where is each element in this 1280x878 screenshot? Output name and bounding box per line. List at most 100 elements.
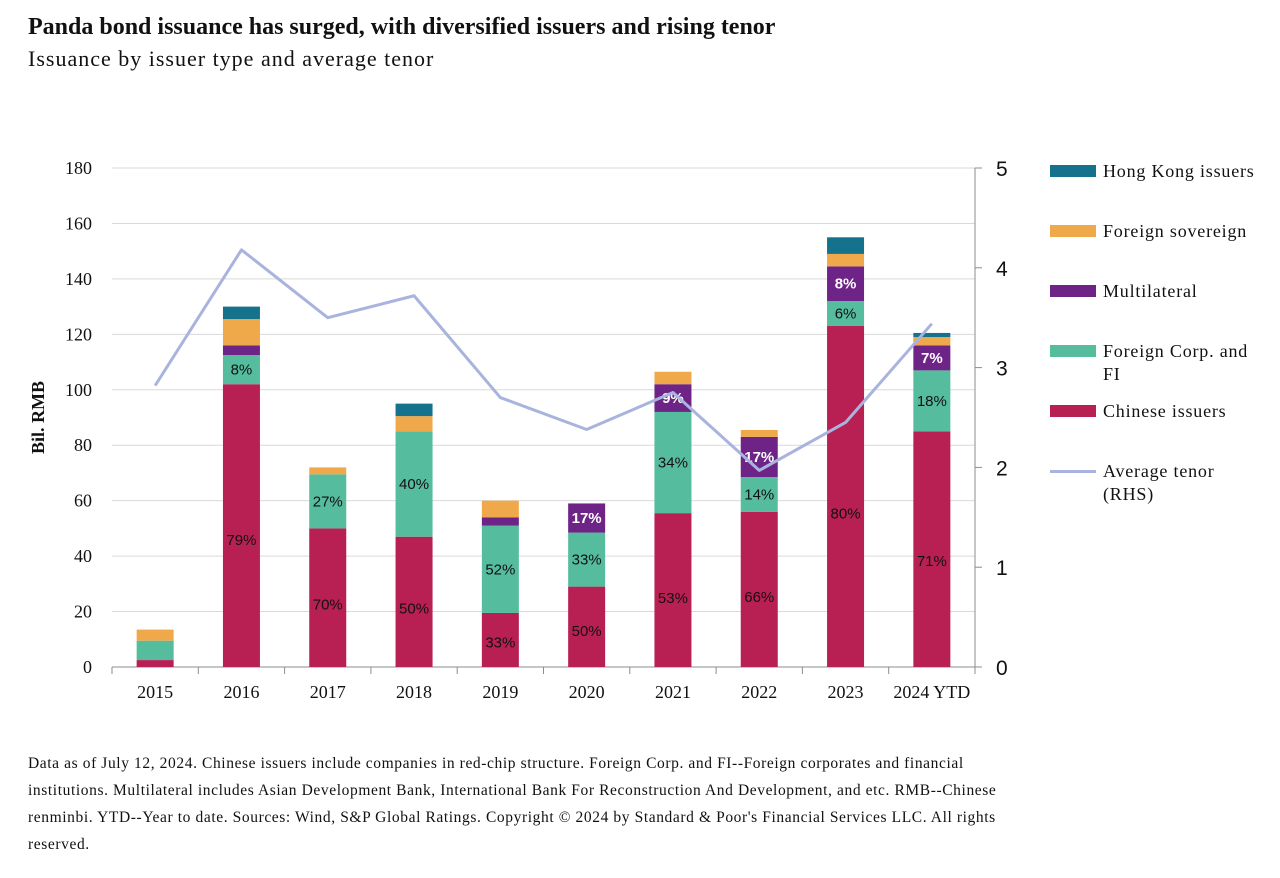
bar-segment xyxy=(913,332,951,338)
legend-item-multilateral: Multilateral xyxy=(1050,280,1263,303)
chart-subtitle: Issuance by issuer type and average teno… xyxy=(28,46,435,71)
bar-segment xyxy=(395,403,433,417)
bar-segment xyxy=(395,431,433,537)
legend-item-foreign-sovereign: Foreign sovereign xyxy=(1050,220,1263,243)
y2-tick-label: 0 xyxy=(996,657,1008,680)
bar-segment xyxy=(654,411,692,514)
legend-item-hong-kong: Hong Kong issuers xyxy=(1050,160,1263,183)
bar-data-label: 14% xyxy=(744,486,774,503)
bar-data-label: 8% xyxy=(231,362,253,379)
bar-segment xyxy=(481,517,519,526)
bar-segment xyxy=(395,416,433,432)
bar-data-label: 52% xyxy=(485,561,515,578)
bar-segment xyxy=(568,532,606,587)
bar-data-label: 17% xyxy=(572,510,602,527)
bar-segment xyxy=(740,477,778,512)
bar-data-label: 53% xyxy=(658,590,688,607)
bar-segment xyxy=(654,371,692,385)
legend-line-average-tenor xyxy=(1050,470,1096,473)
chart-title: Panda bond issuance has surged, with div… xyxy=(28,14,776,40)
x-tick-label: 2021 xyxy=(655,682,691,702)
bar-segment xyxy=(222,355,260,385)
legend-label-foreign-corp: Foreign Corp. and FI xyxy=(1103,341,1249,384)
bar-data-label: 8% xyxy=(835,276,857,293)
bar-segment xyxy=(568,503,606,533)
legend-swatch-chinese-issuers xyxy=(1050,405,1096,417)
legend-label-foreign-sovereign: Foreign sovereign xyxy=(1103,221,1248,241)
y-axis-title: Bil. RMB xyxy=(28,381,48,454)
bar-data-label: 66% xyxy=(744,589,774,606)
y2-tick-label: 4 xyxy=(996,258,1008,281)
y-tick-label: 160 xyxy=(65,213,92,233)
y2-tick-label: 1 xyxy=(996,557,1008,580)
y-tick-label: 140 xyxy=(65,269,92,289)
bar-data-label: 18% xyxy=(917,393,947,410)
bar-segment xyxy=(136,629,174,641)
y-tick-label: 40 xyxy=(74,546,92,566)
x-tick-label: 2024 YTD xyxy=(893,682,970,702)
bar-data-label: 40% xyxy=(399,476,429,493)
bar-segment xyxy=(827,237,865,254)
y-tick-label: 180 xyxy=(65,158,92,178)
bar-segment xyxy=(654,513,692,667)
bar-segment xyxy=(913,431,951,667)
y-tick-label: 0 xyxy=(83,657,92,677)
bar-segment xyxy=(395,536,433,667)
bar-segment xyxy=(913,345,951,371)
legend-swatch-multilateral xyxy=(1050,285,1096,297)
bar-segment xyxy=(309,528,347,667)
x-tick-label: 2015 xyxy=(137,682,173,702)
legend-item-chinese-issuers: Chinese issuers xyxy=(1050,400,1263,423)
bar-data-label: 50% xyxy=(399,600,429,617)
bar-data-label: 7% xyxy=(921,350,943,367)
bar-segment xyxy=(222,306,260,320)
legend-label-chinese-issuers: Chinese issuers xyxy=(1103,401,1227,421)
bar-data-label: 50% xyxy=(572,623,602,640)
bar-segment xyxy=(481,612,519,667)
x-tick-label: 2016 xyxy=(223,682,259,702)
bar-segment xyxy=(309,467,347,475)
x-tick-label: 2019 xyxy=(482,682,518,702)
bar-segment xyxy=(827,326,865,667)
bar-data-label: 71% xyxy=(917,553,947,570)
bar-segment xyxy=(481,525,519,613)
bar-data-label: 34% xyxy=(658,455,688,472)
bar-segment xyxy=(222,345,260,356)
y-tick-label: 80 xyxy=(74,435,92,455)
x-tick-label: 2020 xyxy=(569,682,605,702)
bar-segment xyxy=(568,586,606,667)
y2-tick-label: 5 xyxy=(996,158,1008,181)
x-tick-label: 2023 xyxy=(828,682,864,702)
bar-segment xyxy=(481,500,519,518)
bar-segment xyxy=(913,370,951,432)
bar-segment xyxy=(740,511,778,667)
legend-label-hong-kong: Hong Kong issuers xyxy=(1103,161,1255,181)
y-tick-label: 100 xyxy=(65,380,92,400)
bar-data-label: 6% xyxy=(835,306,857,323)
legend-label-average-tenor: Average tenor (RHS) xyxy=(1103,461,1215,504)
bar-segment xyxy=(309,474,347,529)
y-tick-label: 60 xyxy=(74,491,92,511)
x-tick-label: 2018 xyxy=(396,682,432,702)
bar-segment xyxy=(827,301,865,327)
bar-segment xyxy=(827,253,865,267)
bar-segment xyxy=(913,337,951,346)
legend-item-foreign-corp: Foreign Corp. and FI xyxy=(1050,340,1263,386)
y-tick-label: 20 xyxy=(74,602,92,622)
bar-segment xyxy=(136,640,174,661)
bar-segment xyxy=(222,384,260,667)
x-tick-label: 2017 xyxy=(310,682,346,702)
bar-segment xyxy=(136,660,174,667)
legend-swatch-foreign-sovereign xyxy=(1050,225,1096,237)
bar-segment xyxy=(222,319,260,346)
chart-footnote: Data as of July 12, 2024. Chinese issuer… xyxy=(28,755,997,853)
bar-data-label: 80% xyxy=(831,506,861,523)
bar-data-label: 27% xyxy=(313,493,343,510)
y2-tick-label: 3 xyxy=(996,358,1008,381)
bar-data-label: 70% xyxy=(313,597,343,614)
bar-data-label: 33% xyxy=(485,635,515,652)
chart-canvas: 0 20 40 60 80 100 120 140 160 180 0 1 2 3 4 5 2015 2016 20… xyxy=(28,158,1008,702)
bar-data-label: 33% xyxy=(572,552,602,569)
y2-tick-label: 2 xyxy=(996,457,1008,480)
bar-data-label: 79% xyxy=(226,532,256,549)
